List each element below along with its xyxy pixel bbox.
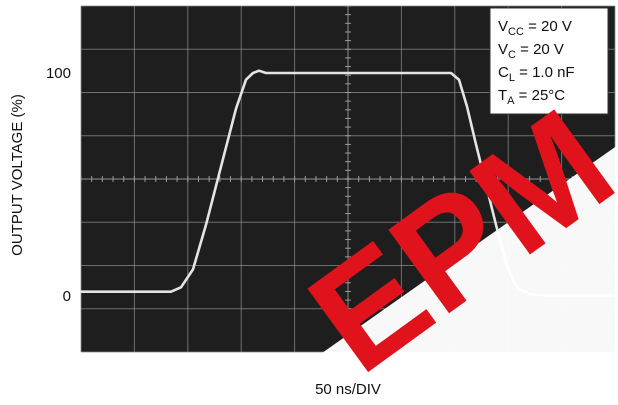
legend-box [489,7,609,115]
legend-line-cl: CL = 1.0 nF [498,64,575,84]
y-tick-label-0: 0 [63,288,71,305]
legend-line-vc: VC = 20 V [498,41,564,61]
legend-line-ta: TA = 25°C [498,87,565,107]
conditions-legend: VCC = 20 V VC = 20 V CL = 1.0 nF TA = 25… [489,7,609,115]
y-axis-label: OUTPUT VOLTAGE (%) [9,94,26,256]
watermark-white-band [248,145,618,405]
legend-line-vcc: VCC = 20 V [498,18,572,38]
y-tick-label-100: 100 [46,65,71,82]
x-axis-label: 50 ns/DIV [315,381,381,398]
